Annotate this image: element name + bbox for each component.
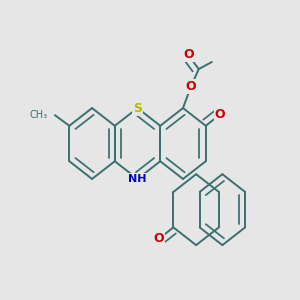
Text: O: O: [186, 80, 196, 93]
Text: O: O: [154, 232, 164, 245]
Text: S: S: [133, 102, 142, 115]
Text: NH: NH: [128, 174, 147, 184]
Text: O: O: [215, 108, 226, 121]
Text: CH₃: CH₃: [30, 110, 48, 120]
Text: O: O: [183, 48, 194, 62]
